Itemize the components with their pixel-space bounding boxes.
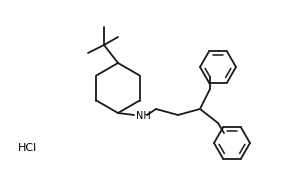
Text: HCl: HCl [18, 143, 37, 153]
Text: NH: NH [136, 111, 151, 121]
